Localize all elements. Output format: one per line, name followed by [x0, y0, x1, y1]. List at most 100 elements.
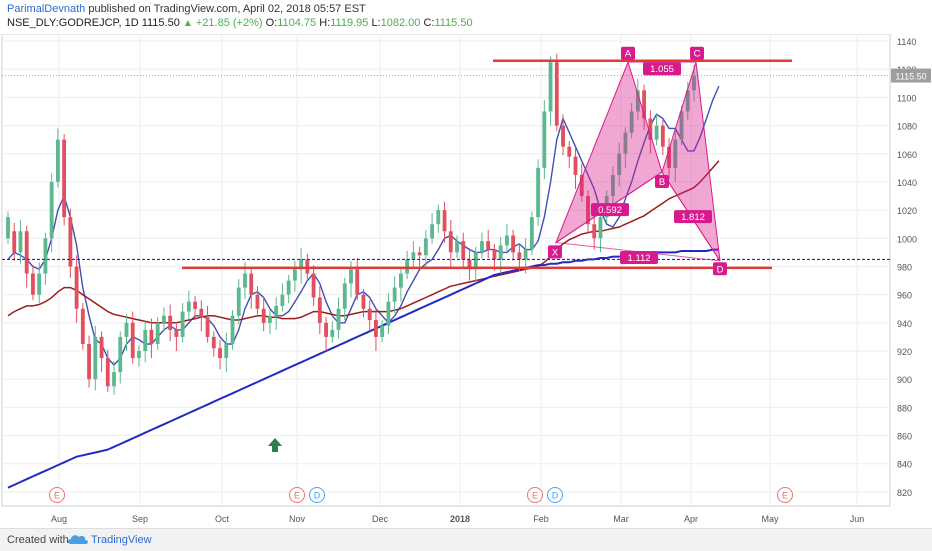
- candle-body: [55, 139, 60, 182]
- open-value: 1104.75: [277, 17, 317, 29]
- candle-body: [579, 174, 584, 197]
- candle-body: [199, 308, 204, 318]
- created-with-text: Created with: [7, 534, 69, 546]
- close-value: 1115.50: [434, 17, 473, 29]
- candle-body: [361, 294, 366, 309]
- y-tick-label: 1040: [897, 178, 917, 188]
- candle-body: [517, 252, 522, 260]
- ratio-label-xb: 0.592: [598, 205, 622, 216]
- candle-body: [617, 153, 622, 175]
- y-tick-label: 1000: [897, 234, 917, 244]
- candle-body: [586, 196, 590, 225]
- earnings-marker[interactable]: [777, 487, 793, 503]
- candle-body: [205, 317, 210, 337]
- earnings-marker[interactable]: [49, 487, 65, 503]
- candle-body: [405, 259, 410, 274]
- candle-body: [255, 294, 260, 309]
- author-link[interactable]: ParimalDevnath: [7, 3, 86, 15]
- candle-body: [299, 259, 304, 270]
- dividend-marker[interactable]: [309, 487, 325, 503]
- open-label: O:: [265, 17, 278, 29]
- x-tick-label: Jun: [850, 514, 865, 524]
- candle-body: [112, 372, 116, 387]
- candle-body: [611, 174, 615, 197]
- candle-body: [673, 139, 678, 168]
- candle-body: [180, 311, 185, 337]
- candle-body: [261, 308, 266, 323]
- pattern-label-c: C: [694, 49, 701, 60]
- y-tick-label: 880: [897, 403, 912, 413]
- x-tick-label: Nov: [289, 514, 306, 524]
- candle-body: [87, 343, 91, 380]
- candle-body: [105, 358, 110, 387]
- ratio-label-xd: 1.112: [627, 253, 650, 264]
- x-tick-label: 2018: [450, 514, 470, 524]
- price-chart[interactable]: 820 840 860 880 900 920 940 960 980 1000 1020 1040 1…: [0, 34, 932, 528]
- y-tick-label: 1060: [897, 150, 917, 160]
- ma-long-line: [7, 248, 719, 489]
- plot-area: [1, 34, 891, 507]
- last-price-tag-bg: [891, 68, 931, 83]
- high-value: 1119.95: [330, 17, 369, 29]
- candle-body: [523, 249, 528, 260]
- publication-line: ParimalDevnath published on TradingView.…: [7, 3, 366, 15]
- candle-body: [480, 241, 484, 253]
- candle-body: [504, 235, 509, 246]
- candle-body: [24, 231, 29, 274]
- candle-body: [62, 139, 67, 218]
- published-text: published on TradingView.com, April 02, …: [88, 3, 366, 15]
- candle-body: [461, 241, 466, 260]
- candle-body: [174, 329, 179, 337]
- candle-body: [692, 76, 696, 91]
- candle-body: [411, 252, 416, 260]
- tradingview-brand[interactable]: TradingView: [91, 534, 152, 546]
- candle-body: [380, 325, 385, 337]
- ratio-label-xd-bg: [620, 251, 658, 265]
- candle-body: [573, 156, 578, 175]
- y-tick-label: 840: [897, 460, 912, 470]
- candle-body: [286, 280, 291, 295]
- candle-body: [536, 167, 541, 218]
- candle-body: [43, 238, 48, 274]
- candle-body: [74, 266, 79, 309]
- dividend-marker[interactable]: [547, 487, 563, 503]
- candle-body: [311, 273, 316, 298]
- candle-body: [598, 217, 603, 239]
- price-change: +21.85 (+2%): [195, 17, 263, 29]
- candle-body: [292, 269, 297, 281]
- x-tick-label: Apr: [684, 514, 698, 524]
- symbol-label: NSE_DLY:GODREJCP, 1D: [7, 17, 139, 29]
- y-tick-label: 1100: [897, 93, 916, 103]
- ratio-label-bd-bg: [674, 210, 712, 224]
- candle-body: [130, 322, 135, 359]
- candle-body: [529, 217, 534, 250]
- candle-body: [542, 111, 547, 168]
- candle-body: [68, 217, 73, 267]
- candle-body: [448, 231, 453, 253]
- candle-body: [317, 297, 322, 323]
- candle-body: [143, 329, 148, 352]
- candle-body: [236, 287, 241, 316]
- candle-body: [6, 217, 10, 239]
- candle-body: [31, 273, 35, 295]
- candle-body: [124, 322, 129, 337]
- candle-body: [386, 301, 391, 326]
- pattern-label-d: D: [717, 264, 724, 275]
- candle-body: [548, 62, 553, 112]
- candle-body: [648, 118, 653, 140]
- x-tick-label: Feb: [533, 514, 549, 524]
- low-value: 1082.00: [380, 17, 421, 29]
- y-tick-label: 940: [897, 319, 912, 329]
- x-tick-label: Mar: [613, 514, 629, 524]
- candle-body: [561, 125, 565, 147]
- candle-body: [654, 125, 659, 140]
- candle-body: [249, 273, 254, 295]
- earnings-marker[interactable]: [527, 487, 543, 503]
- y-tick-label: 1020: [897, 206, 917, 216]
- candle-body: [492, 249, 497, 260]
- earnings-marker[interactable]: [289, 487, 305, 503]
- earnings-marker-label: E: [54, 491, 60, 501]
- footer-bar: Created with TradingView: [0, 528, 932, 551]
- candle-body: [349, 269, 353, 284]
- candle-body: [149, 329, 154, 344]
